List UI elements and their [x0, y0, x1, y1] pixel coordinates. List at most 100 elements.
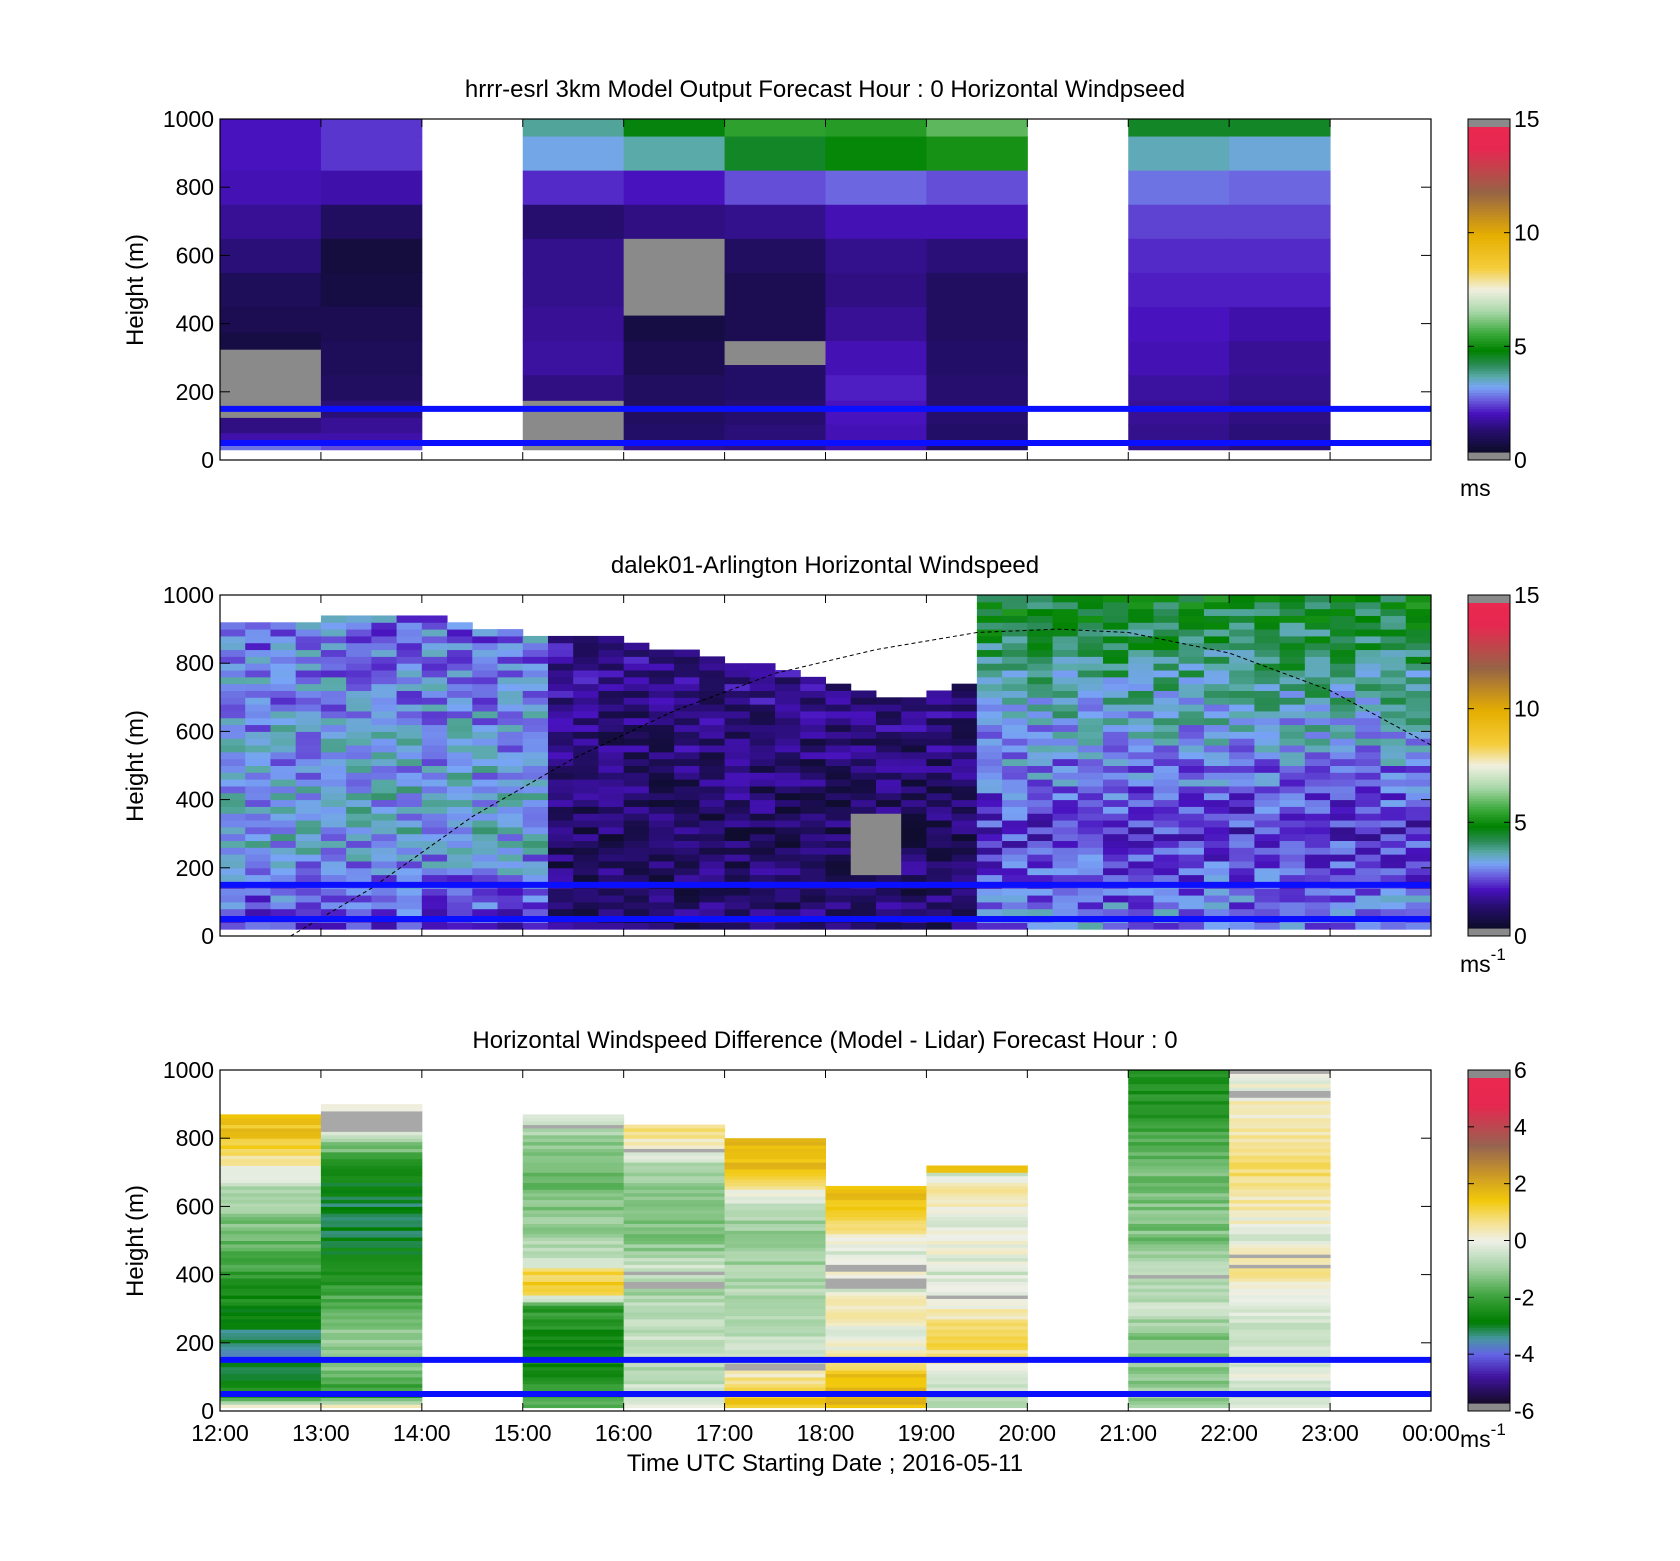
lidar-profile	[901, 697, 927, 930]
difference-cell	[825, 1233, 927, 1238]
lidar-cell	[1052, 806, 1079, 814]
lidar-cell	[472, 901, 499, 910]
lidar-cell	[1279, 908, 1306, 917]
lidar-cell	[1279, 854, 1306, 862]
lidar-cell	[1380, 704, 1407, 712]
model-cell	[825, 400, 927, 425]
colorbar-swatch	[1468, 657, 1510, 661]
difference-cell	[220, 1335, 322, 1340]
lidar-cell	[472, 676, 499, 685]
lidar-cell	[1103, 765, 1129, 773]
model-cell	[1128, 170, 1230, 205]
colorbar-swatch	[1468, 1210, 1510, 1215]
lidar-cell	[1279, 826, 1306, 835]
lidar-cell	[320, 792, 347, 801]
lidar-cell	[1304, 847, 1331, 855]
colorbar-swatch	[1468, 1310, 1510, 1315]
colorbar-swatch	[1468, 873, 1510, 878]
lidar-cell	[1027, 901, 1054, 910]
colorbar-swatch	[1468, 1161, 1510, 1166]
lidar-cell	[220, 833, 246, 842]
colorbar-swatch	[1468, 681, 1510, 685]
lidar-cell	[1153, 874, 1180, 882]
model-cell	[724, 272, 826, 308]
lidar-cell	[1153, 922, 1180, 930]
lidar-cell	[270, 785, 297, 794]
lidar-cell	[800, 854, 826, 862]
difference-cell	[320, 1104, 423, 1109]
lidar-cell	[1229, 908, 1255, 917]
lidar-cell	[926, 860, 953, 869]
difference-cell	[623, 1335, 726, 1340]
lidar-cell	[447, 751, 473, 760]
lidar-cell	[1027, 888, 1054, 896]
lidar-cell	[623, 676, 650, 685]
lidar-cell	[1153, 833, 1180, 842]
lidar-cell	[522, 690, 549, 698]
lidar-cell	[346, 676, 372, 685]
difference-cell	[1128, 1240, 1230, 1245]
lidar-cell	[926, 697, 953, 705]
lidar-cell	[1380, 731, 1407, 739]
model-cell	[623, 238, 726, 282]
lidar-cell	[976, 820, 1003, 828]
lidar-cell	[447, 867, 473, 876]
difference-cell	[825, 1397, 927, 1402]
lidar-cell	[1153, 649, 1180, 657]
difference-cell	[724, 1165, 826, 1170]
lidar-cell	[1128, 635, 1154, 644]
difference-cell	[1128, 1110, 1230, 1115]
colorbar-swatch	[1468, 1305, 1510, 1309]
lidar-cell	[976, 901, 1003, 910]
lidar-cell	[850, 772, 877, 780]
lidar-cell	[1203, 833, 1230, 842]
model-cell	[220, 306, 322, 333]
difference-cell	[825, 1318, 927, 1323]
lidar-cell	[800, 717, 826, 726]
lidar-cell	[1077, 833, 1104, 842]
difference-cell	[522, 1131, 625, 1136]
lidar-cell	[1229, 847, 1255, 855]
lidar-cell	[623, 813, 650, 821]
lidar-cell	[1304, 799, 1331, 807]
lidar-cell	[724, 717, 751, 726]
colorbar-tick-label: 0	[1514, 1228, 1527, 1254]
colorbar-swatch	[1468, 232, 1510, 236]
lidar-profile	[1330, 595, 1356, 930]
model-cell	[1229, 204, 1331, 239]
difference-cell	[825, 1237, 927, 1241]
lidar-cell	[1128, 622, 1154, 630]
lidar-cell	[1380, 629, 1407, 637]
lidar-cell	[1077, 710, 1104, 719]
lidar-cell	[1405, 724, 1431, 732]
lidar-cell	[396, 772, 423, 780]
lidar-cell	[1002, 676, 1028, 685]
colorbar-swatch	[1468, 738, 1510, 742]
lidar-cell	[421, 704, 448, 712]
lidar-cell	[850, 758, 877, 766]
lidar-cell	[1229, 615, 1255, 623]
lidar-cell	[951, 854, 978, 862]
lidar-cell	[1355, 745, 1382, 753]
lidar-cell	[346, 690, 372, 698]
lidar-cell	[1405, 615, 1431, 623]
lidar-cell	[346, 635, 372, 644]
difference-cell	[1229, 1168, 1331, 1173]
lidar-cell	[1380, 799, 1407, 807]
lidar-cell	[371, 908, 398, 917]
lidar-cell	[1279, 772, 1306, 780]
lidar-cell	[245, 704, 271, 712]
lidar-cell	[724, 792, 751, 801]
lidar-cell	[346, 785, 372, 794]
lidar-cell	[976, 888, 1003, 896]
lidar-cell	[976, 615, 1003, 623]
lidar-cell	[1254, 888, 1281, 896]
difference-cell	[522, 1189, 625, 1194]
lidar-cell	[623, 847, 650, 855]
lidar-cell	[396, 676, 423, 685]
difference-cell	[1128, 1325, 1230, 1330]
lidar-cell	[346, 765, 372, 773]
lidar-cell	[421, 847, 448, 855]
difference-cell	[623, 1220, 726, 1224]
lidar-cell	[220, 860, 246, 869]
